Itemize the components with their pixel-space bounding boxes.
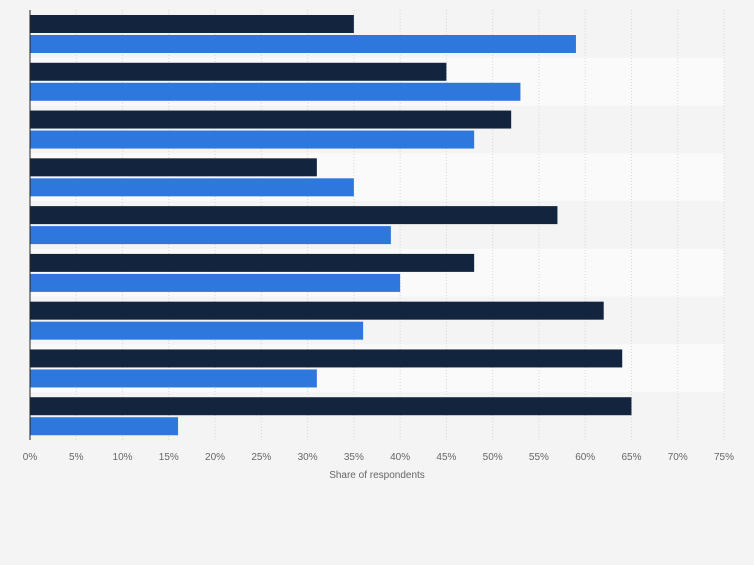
bars (30, 15, 632, 436)
bar-series-1[interactable] (30, 253, 475, 272)
x-axis-label: Share of respondents (329, 470, 425, 481)
bar-series-1[interactable] (30, 110, 512, 129)
bar-series-2[interactable] (30, 321, 364, 340)
bar-series-1[interactable] (30, 15, 354, 33)
bar-series-1[interactable] (30, 62, 447, 81)
bar-series-2[interactable] (30, 226, 391, 245)
x-tick-label: 5% (69, 452, 84, 463)
x-tick-label: 15% (159, 452, 179, 463)
bar-series-2[interactable] (30, 273, 401, 292)
bar-series-2[interactable] (30, 178, 354, 197)
bar-series-1[interactable] (30, 301, 604, 320)
bar-series-2[interactable] (30, 35, 576, 53)
bar-series-1[interactable] (30, 158, 317, 177)
bar-series-1[interactable] (30, 206, 558, 225)
x-tick-label: 40% (390, 452, 410, 463)
bar-series-1[interactable] (30, 349, 623, 368)
x-tick-label: 75% (714, 452, 734, 463)
bar-series-2[interactable] (30, 417, 179, 436)
x-tick-label: 60% (575, 452, 595, 463)
x-tick-label: 50% (483, 452, 503, 463)
x-tick-label: 25% (251, 452, 271, 463)
x-tick-label: 35% (344, 452, 364, 463)
bar-series-2[interactable] (30, 82, 521, 101)
bar-series-2[interactable] (30, 130, 475, 149)
x-tick-label: 10% (113, 452, 133, 463)
bar-series-1[interactable] (30, 397, 632, 416)
x-tick-label: 0% (23, 452, 38, 463)
bar-series-2[interactable] (30, 369, 317, 388)
x-tick-labels: 0% 5% 10% 15% 20% 25% 30% 35% 40% 45% 50% 55% 60% 65%… (23, 452, 734, 463)
x-tick-label: 20% (205, 452, 225, 463)
x-tick-label: 30% (298, 452, 318, 463)
x-tick-label: 65% (621, 452, 641, 463)
x-tick-label: 55% (529, 452, 549, 463)
x-tick-label: 45% (436, 452, 456, 463)
x-tick-label: 70% (668, 452, 688, 463)
category-bands (30, 10, 724, 440)
